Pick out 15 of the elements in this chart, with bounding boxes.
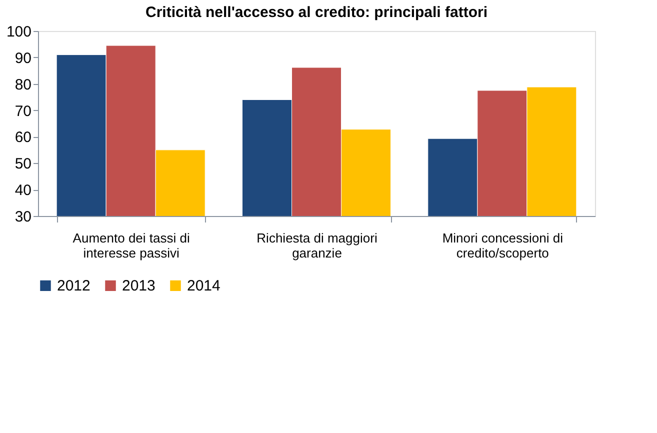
y-tick-label: 80 [14,76,32,94]
chart-title: Criticità nell'accesso al credito: principali fattori [146,4,488,21]
y-tick-label: 40 [14,182,32,200]
x-tick-label: Aumento dei tassi di interesse passivi [72,230,190,260]
x-tick-label: Minori concessioni di credito/scoperto [442,230,564,260]
legend-label: 2014 [187,278,220,295]
y-tick-label: 30 [14,208,32,226]
y-tick-label: 50 [14,156,32,173]
y-tick-label: 60 [14,129,32,146]
y-tick-label: 70 [14,102,32,120]
legend-label: 2013 [122,278,156,295]
y-tick-label: 90 [14,50,32,67]
y-tick-label: 100 [6,24,32,40]
x-tick-label: Richiesta di maggiori garanzie [256,230,378,260]
legend-label: 2012 [57,278,90,295]
